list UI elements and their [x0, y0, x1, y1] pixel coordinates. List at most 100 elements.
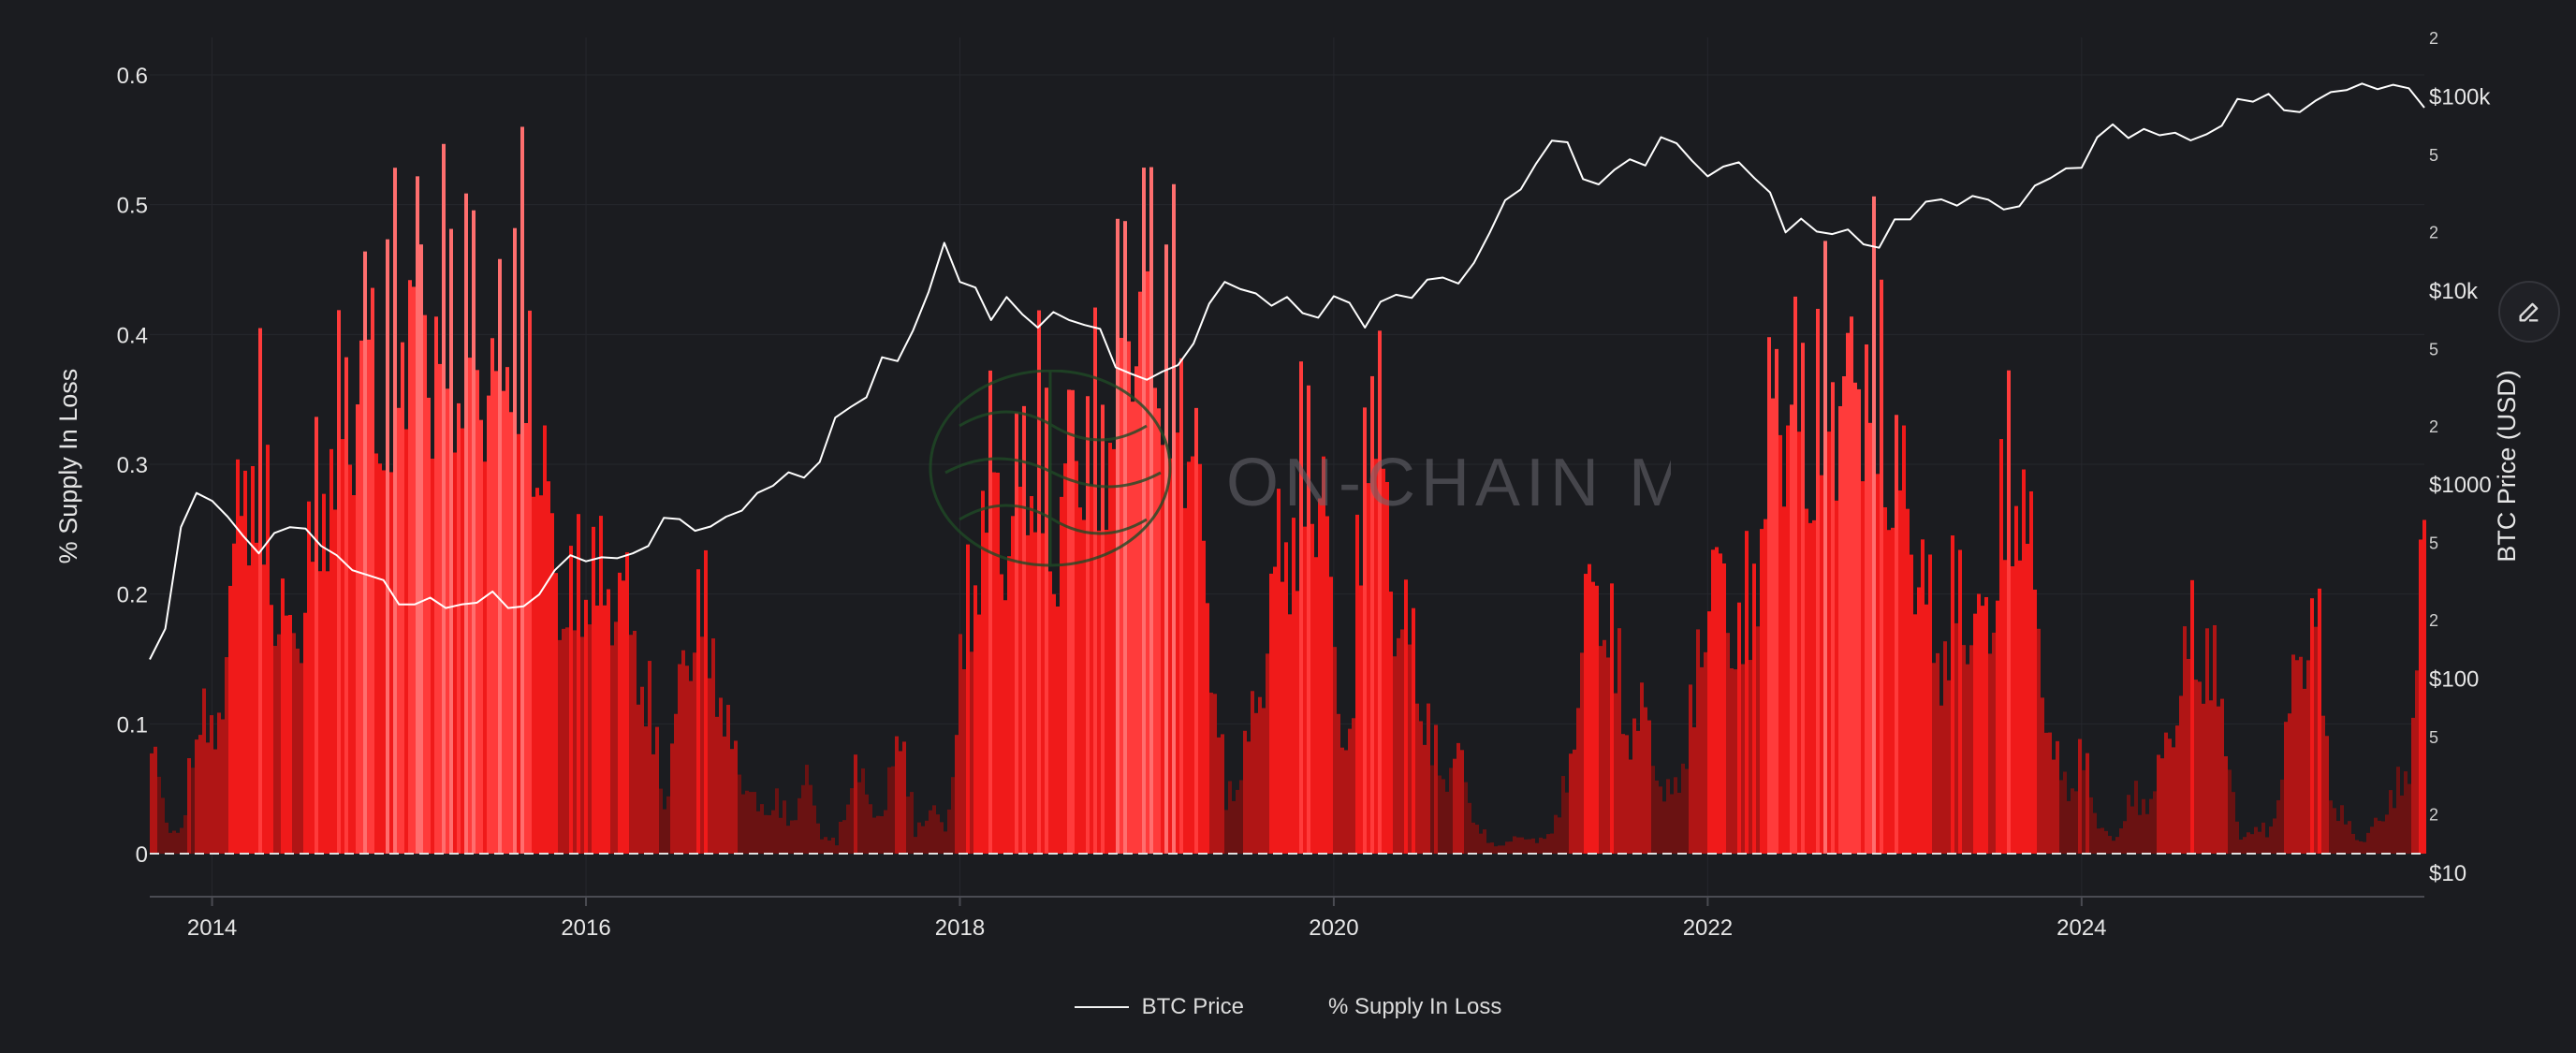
- supply-in-loss-bar: [1910, 554, 1913, 854]
- legend-item-supply-in-loss[interactable]: % Supply In Loss: [1328, 994, 1501, 1020]
- supply-in-loss-bar: [1030, 496, 1033, 854]
- supply-in-loss-bar: [547, 481, 550, 854]
- supply-in-loss-bar: [243, 470, 247, 854]
- supply-in-loss-bar: [1831, 382, 1835, 854]
- supply-in-loss-bar: [607, 589, 610, 854]
- supply-in-loss-bar: [558, 639, 562, 854]
- supply-in-loss-bar: [618, 572, 622, 854]
- supply-in-loss-bar: [603, 605, 607, 854]
- supply-in-loss-bar: [2134, 781, 2138, 854]
- supply-in-loss-bar: [824, 837, 827, 854]
- supply-in-loss-bar: [359, 340, 363, 854]
- supply-in-loss-bar: [1056, 606, 1060, 854]
- supply-in-loss-bar: [1917, 587, 1921, 854]
- supply-in-loss-bar: [1217, 737, 1221, 854]
- supply-in-loss-bar: [1584, 574, 1588, 854]
- supply-in-loss-bar: [1662, 801, 1666, 854]
- supply-in-loss-bar: [2145, 813, 2149, 854]
- supply-in-loss-bar: [225, 657, 228, 854]
- supply-in-loss-bar: [1835, 500, 1838, 854]
- supply-in-loss-bar: [1520, 837, 1524, 854]
- supply-in-loss-bar: [704, 549, 708, 854]
- supply-in-loss-bar: [1052, 593, 1056, 854]
- supply-in-loss-bar: [1453, 758, 1456, 854]
- supply-in-loss-bar: [1131, 402, 1134, 854]
- supply-in-loss-bar: [839, 821, 842, 854]
- supply-in-loss-bar: [929, 810, 932, 854]
- supply-in-loss-bar: [195, 739, 198, 854]
- supply-in-loss-bar: [2378, 820, 2381, 854]
- supply-in-loss-bar: [1895, 415, 1898, 854]
- supply-in-loss-bar: [2041, 697, 2044, 854]
- supply-in-loss-bar: [1670, 794, 1674, 854]
- supply-in-loss-bar: [633, 630, 637, 854]
- supply-in-loss-bar: [809, 784, 812, 854]
- supply-in-loss-bar: [764, 814, 768, 854]
- supply-in-loss-bar: [820, 839, 824, 854]
- supply-in-loss-bar: [1820, 475, 1823, 854]
- supply-in-loss-bar: [1266, 653, 1269, 854]
- supply-in-loss-bar: [2213, 624, 2217, 854]
- supply-in-loss-bar: [614, 622, 618, 854]
- edit-button[interactable]: [2498, 281, 2560, 343]
- supply-in-loss-bar: [779, 817, 783, 854]
- supply-in-loss-bar: [1471, 822, 1475, 854]
- supply-in-loss-bar: [1063, 463, 1067, 854]
- legend-item-btc-price[interactable]: BTC Price: [1074, 994, 1244, 1020]
- supply-in-loss-bar: [1636, 730, 1640, 854]
- supply-in-loss-bar: [1617, 628, 1621, 854]
- supply-in-loss-bar: [1580, 652, 1584, 854]
- supply-in-loss-bar: [1475, 825, 1479, 854]
- supply-in-loss-bar: [311, 562, 315, 854]
- supply-in-loss-bar: [2033, 589, 2037, 854]
- supply-in-loss-bar: [753, 792, 756, 854]
- supply-in-loss-bar: [1651, 766, 1655, 854]
- supply-in-loss-bar: [206, 742, 210, 854]
- supply-in-loss-bar: [1767, 337, 1771, 854]
- supply-in-loss-bar: [1348, 728, 1352, 854]
- supply-in-loss-bar: [2351, 833, 2355, 854]
- supply-in-loss-bar: [1887, 530, 1891, 854]
- supply-in-loss-bar: [1333, 647, 1337, 854]
- supply-in-loss-bar: [2258, 831, 2261, 854]
- supply-in-loss-bar: [895, 736, 899, 854]
- supply-in-loss-bar: [869, 804, 872, 854]
- supply-in-loss-bar: [2247, 832, 2250, 854]
- supply-in-loss-bar: [2232, 792, 2235, 854]
- supply-in-loss-bar: [1625, 735, 1629, 854]
- supply-in-loss-bar: [1621, 734, 1625, 854]
- supply-in-loss-bar: [696, 569, 700, 854]
- supply-in-loss-bar: [573, 630, 577, 854]
- supply-in-loss-bar: [1531, 838, 1535, 854]
- supply-in-loss-bar: [1146, 271, 1149, 855]
- supply-in-loss-bar: [180, 827, 183, 854]
- supply-in-loss-bar: [1801, 343, 1805, 854]
- supply-in-loss-bar: [2370, 826, 2374, 854]
- supply-in-loss-bar: [2243, 837, 2247, 854]
- supply-in-loss-bar: [1299, 361, 1303, 854]
- supply-in-loss-bar: [490, 338, 494, 855]
- supply-in-loss-bar: [1558, 817, 1561, 854]
- supply-in-loss-bar: [749, 792, 753, 854]
- supply-in-loss-bar: [2153, 791, 2157, 854]
- x-tick-label: 2020: [1309, 915, 1358, 941]
- supply-in-loss-bar: [1337, 713, 1340, 854]
- supply-in-loss-bar: [1516, 837, 1520, 854]
- supply-in-loss-bar: [992, 472, 996, 854]
- supply-in-loss-bar: [663, 809, 666, 854]
- supply-in-loss-bar: [1179, 358, 1183, 854]
- supply-in-loss-bar: [2404, 771, 2408, 854]
- supply-in-loss-bar: [247, 565, 251, 854]
- supply-in-loss-bar: [1067, 389, 1071, 854]
- supply-in-loss-bar: [2078, 739, 2082, 854]
- supply-in-loss-bar: [1996, 600, 1999, 854]
- supply-in-loss-bar: [1385, 481, 1389, 854]
- supply-in-loss-bar: [1206, 603, 1209, 854]
- supply-in-loss-bar: [1692, 727, 1696, 854]
- supply-in-loss-bar: [2086, 753, 2089, 854]
- supply-in-loss-bar: [2348, 821, 2351, 854]
- supply-in-loss-bar: [1561, 776, 1565, 854]
- supply-in-loss-bar: [431, 458, 434, 854]
- right-minor-tick-label: 5: [2429, 534, 2438, 553]
- supply-in-loss-bar: [1793, 296, 1797, 855]
